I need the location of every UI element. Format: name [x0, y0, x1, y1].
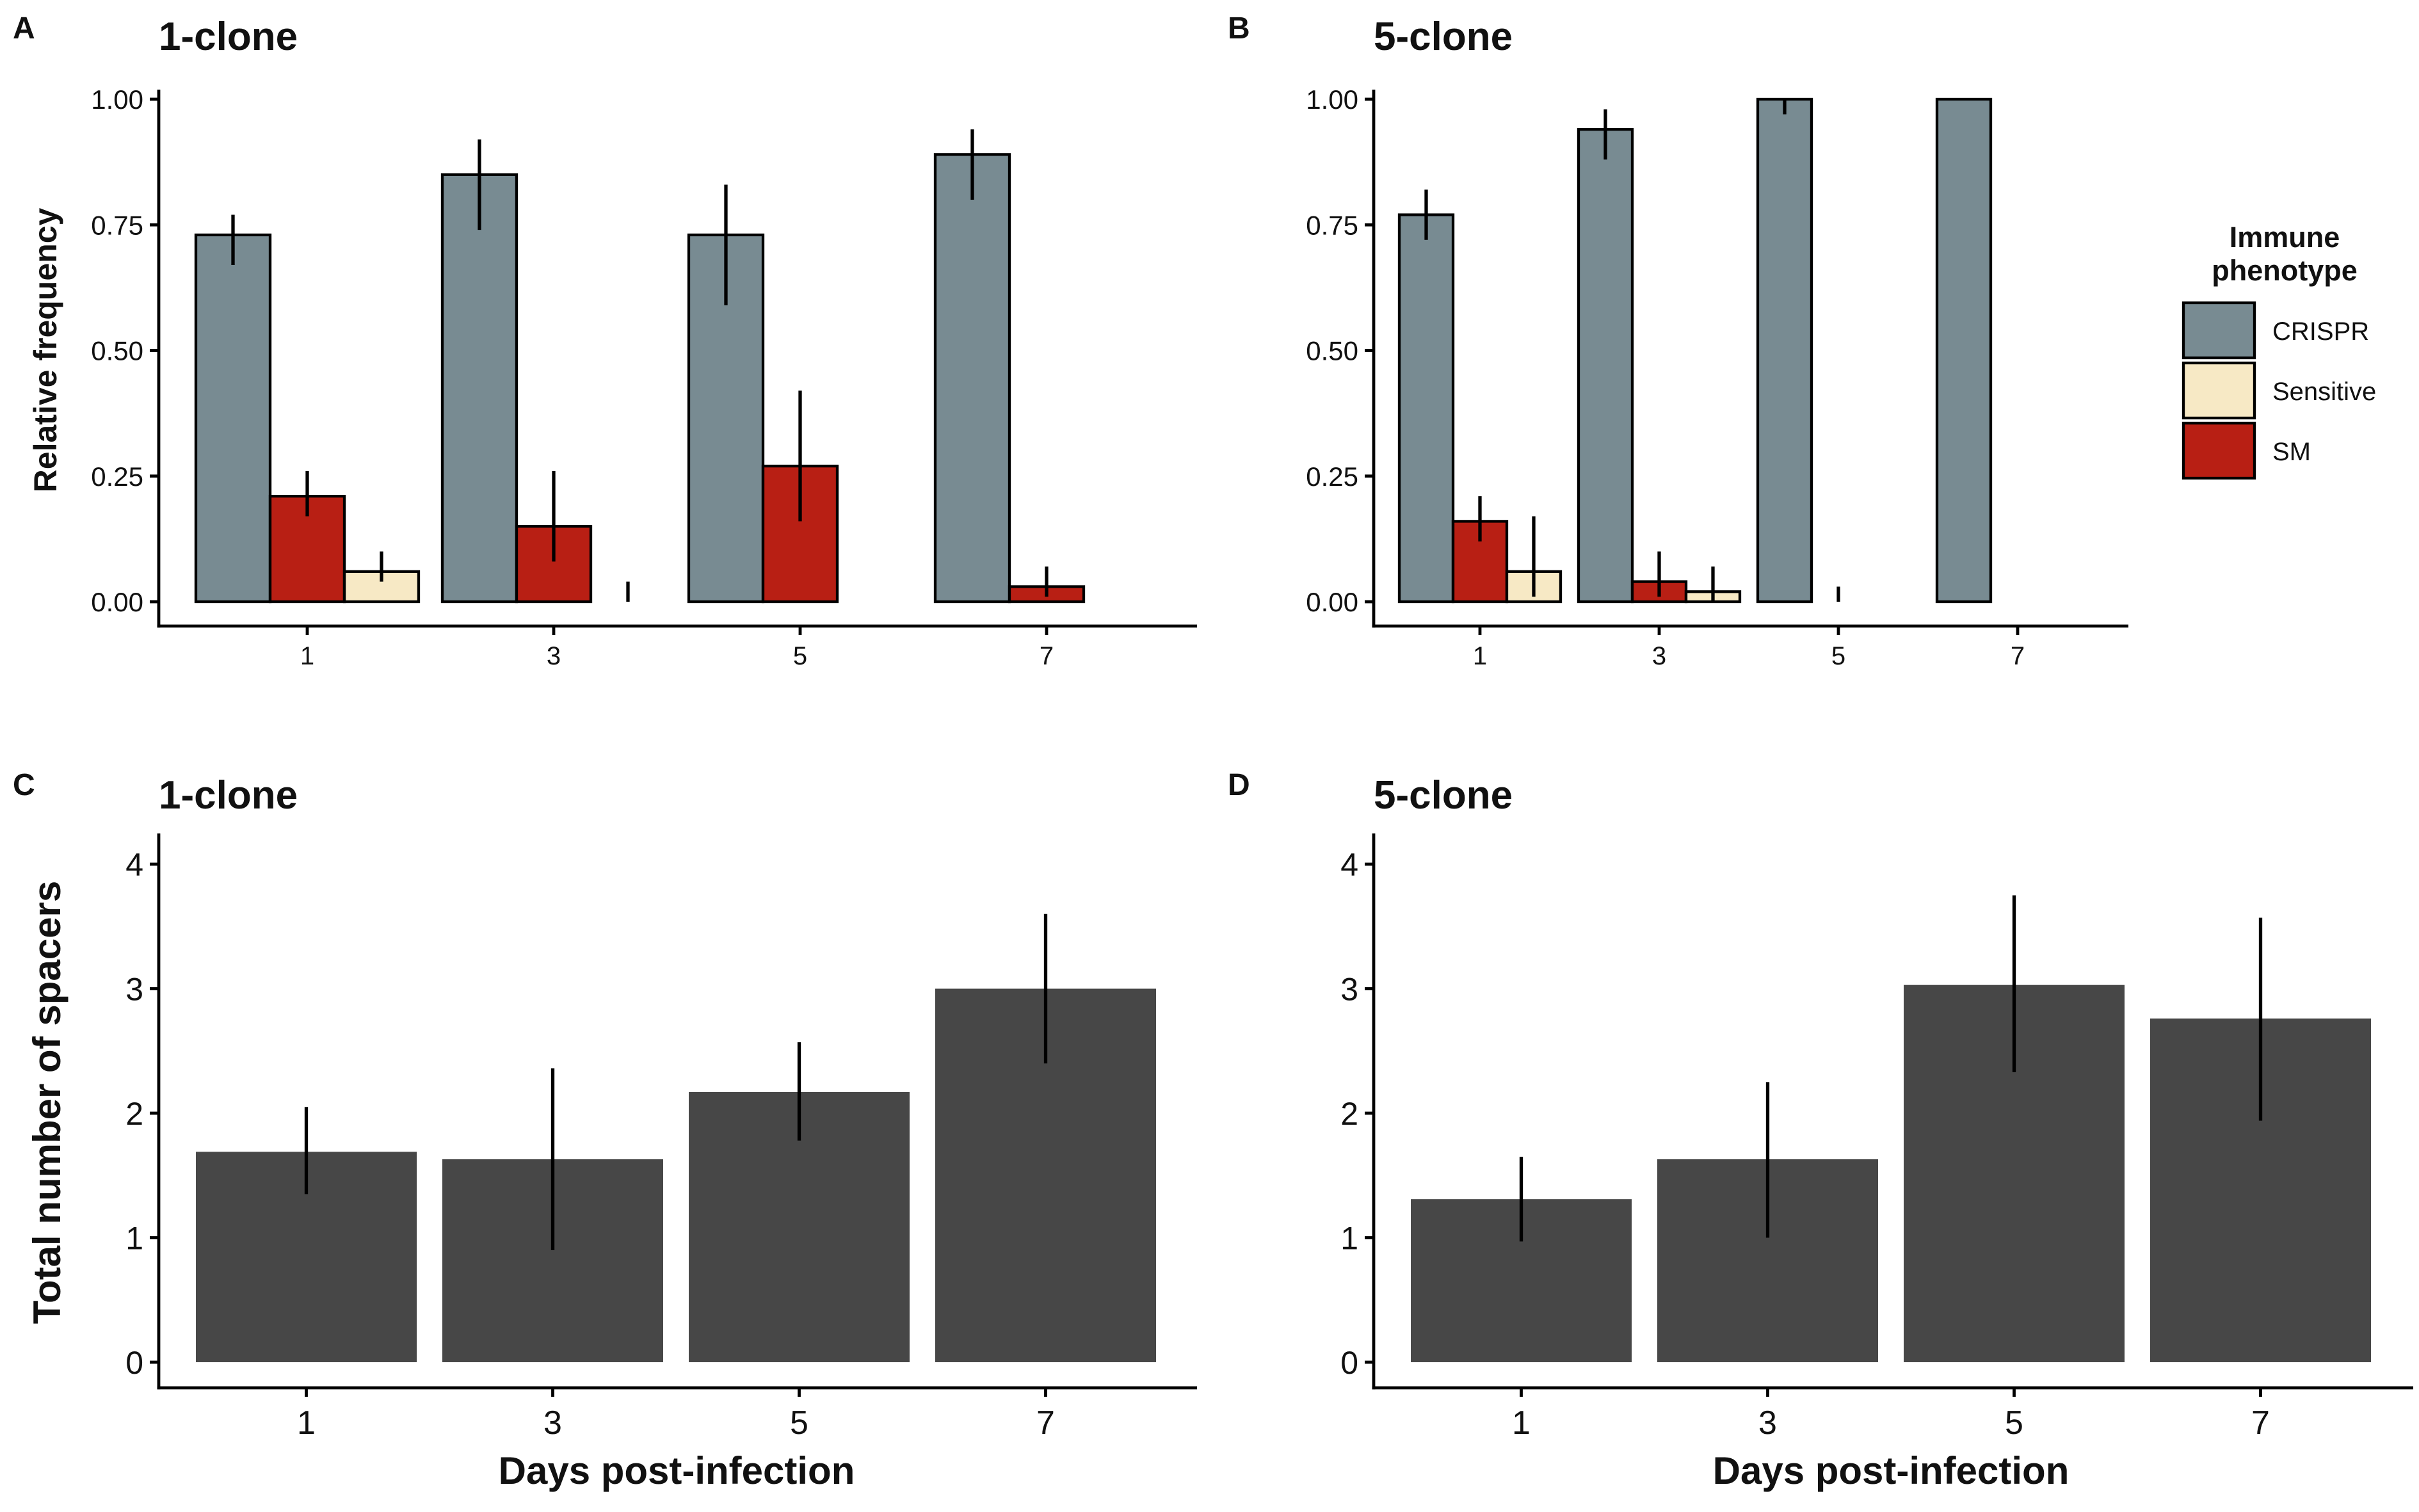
bar-crispr-day-5 — [1756, 97, 1813, 604]
x-axis-title-c: Days post-infection — [499, 1449, 855, 1492]
legend-swatch-sensitive — [2182, 361, 2256, 420]
legend-label-sm: SM — [2272, 438, 2311, 466]
x-axis-title-d: Days post-infection — [1713, 1449, 2069, 1492]
x-tick-label-b: 1 — [1473, 642, 1487, 670]
panel-letter-d: D — [1228, 768, 1250, 802]
legend-swatch-crispr — [2182, 301, 2256, 360]
legend-title-line-1: Immune — [2230, 221, 2340, 253]
y-tick-label-c: 2 — [125, 1096, 143, 1132]
bar-crispr-day-7 — [933, 153, 1011, 604]
y-tick-label-a: 1.00 — [91, 84, 143, 115]
x-tick-label-a: 3 — [547, 642, 561, 670]
x-tick-label-b: 5 — [1831, 642, 1845, 670]
legend-swatch-sm — [2182, 421, 2256, 480]
panel-title-a: 1-clone — [159, 15, 298, 59]
y-tick-label-c: 3 — [125, 972, 143, 1008]
legend-title-line-2: phenotype — [2212, 254, 2358, 287]
bar-crispr-day-3 — [440, 173, 518, 604]
y-axis-title-top: Relative frequency — [28, 207, 63, 492]
y-tick-label-c: 0 — [125, 1345, 143, 1381]
y-tick-label-d: 4 — [1340, 847, 1358, 883]
y-tick-label-a: 0.00 — [91, 587, 143, 617]
bar-crispr-day-7 — [1935, 97, 1993, 604]
x-tick-label-a: 1 — [300, 642, 314, 670]
plot-panel-d: 0 1 2 3 4 1 3 5 7 — [1340, 833, 2413, 1442]
plot-panel-a: 0.00 0.25 0.50 0.75 1.00 1 3 5 7 — [91, 84, 1197, 670]
legend: Immune phenotype CRISPR Sensitive SM — [2182, 221, 2376, 480]
panel-title-b: 5-clone — [1374, 15, 1513, 59]
x-tick-label-d: 7 — [2251, 1404, 2270, 1442]
y-tick-label-c: 1 — [125, 1221, 143, 1257]
y-tick-label-b: 1.00 — [1306, 84, 1358, 115]
bar-crispr-day-1 — [1397, 213, 1455, 604]
x-tick-label-d: 3 — [1758, 1404, 1777, 1442]
y-tick-label-b: 0.00 — [1306, 587, 1358, 617]
y-tick-label-a: 0.25 — [91, 462, 143, 492]
bar-crispr-day-1 — [194, 233, 272, 604]
x-tick-label-c: 1 — [297, 1404, 316, 1442]
y-tick-label-a: 0.50 — [91, 336, 143, 366]
y-tick-label-c: 4 — [125, 847, 143, 883]
x-tick-label-d: 1 — [1512, 1404, 1531, 1442]
y-tick-label-d: 1 — [1340, 1221, 1358, 1257]
y-tick-label-b: 0.75 — [1306, 210, 1358, 240]
plot-panel-b: 0.00 0.25 0.50 0.75 1.00 1 3 5 7 — [1306, 84, 2128, 670]
panel-letter-a: A — [13, 12, 35, 45]
x-tick-label-a: 7 — [1040, 642, 1054, 670]
panel-title-c: 1-clone — [159, 773, 298, 817]
y-axis-title-bottom: Total number of spacers — [26, 881, 68, 1324]
x-tick-label-c: 7 — [1036, 1404, 1055, 1442]
x-tick-label-b: 7 — [2011, 642, 2025, 670]
panel-letter-b: B — [1228, 12, 1250, 45]
y-tick-label-d: 2 — [1340, 1096, 1358, 1132]
x-tick-label-a: 5 — [793, 642, 807, 670]
panel-title-d: 5-clone — [1374, 773, 1513, 817]
y-tick-label-a: 0.75 — [91, 210, 143, 240]
bar-crispr-day-5 — [687, 233, 765, 604]
x-tick-label-d: 5 — [2005, 1404, 2023, 1442]
legend-label-sensitive: Sensitive — [2272, 378, 2376, 406]
x-tick-label-c: 3 — [543, 1404, 562, 1442]
y-tick-label-d: 0 — [1340, 1345, 1358, 1381]
y-tick-label-b: 0.50 — [1306, 336, 1358, 366]
y-tick-label-d: 3 — [1340, 972, 1358, 1008]
bar-sm-day-3 — [515, 525, 593, 604]
panel-letter-c: C — [13, 768, 35, 802]
x-tick-label-c: 5 — [790, 1404, 808, 1442]
bar-crispr-day-3 — [1577, 127, 1634, 604]
legend-label-crispr: CRISPR — [2272, 318, 2369, 346]
y-tick-label-b: 0.25 — [1306, 462, 1358, 492]
plot-panel-c: 0 1 2 3 4 1 3 5 7 — [125, 833, 1197, 1442]
x-tick-label-b: 3 — [1652, 642, 1666, 670]
